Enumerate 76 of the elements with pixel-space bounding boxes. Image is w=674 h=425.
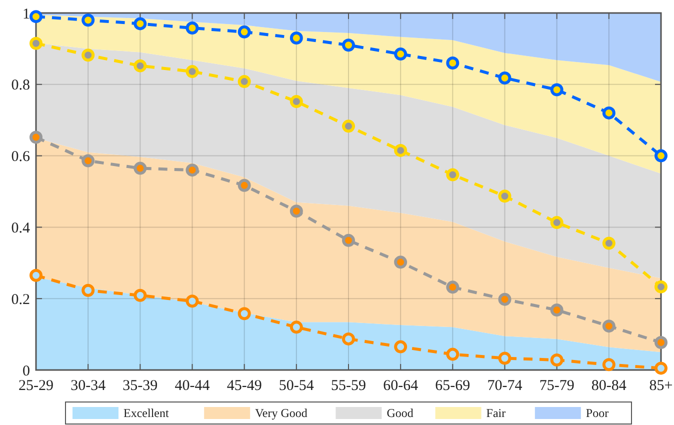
x-tick-label: 85+	[649, 378, 673, 394]
point	[394, 256, 408, 269]
point	[446, 348, 460, 361]
point	[602, 106, 616, 120]
point	[654, 362, 668, 375]
point	[290, 204, 303, 218]
point	[30, 36, 42, 50]
point	[186, 65, 199, 78]
point	[30, 268, 42, 282]
point	[134, 17, 147, 30]
point	[238, 178, 251, 192]
point	[654, 149, 668, 162]
point	[134, 288, 147, 302]
point	[654, 336, 668, 350]
legend-label: Fair	[486, 406, 506, 420]
point	[82, 48, 95, 62]
point	[238, 25, 251, 38]
legend-label: Very Good	[255, 406, 308, 420]
point	[290, 320, 303, 334]
point	[446, 280, 460, 294]
point	[186, 164, 199, 177]
legend-label: Poor	[586, 406, 609, 420]
y-tick-label: 0	[22, 363, 30, 380]
point	[602, 320, 616, 333]
point	[654, 280, 668, 294]
point	[342, 332, 355, 346]
point	[394, 144, 408, 157]
x-tick-label: 75-79	[539, 378, 574, 394]
x-tick-label: 30-34	[70, 378, 106, 394]
point	[82, 154, 95, 168]
x-tick-label: 55-59	[331, 378, 366, 394]
point	[498, 352, 512, 365]
point	[446, 168, 460, 182]
point	[602, 236, 616, 250]
x-tick-label: 45-49	[226, 378, 262, 394]
y-tick-label: 0.4	[11, 220, 30, 236]
point	[342, 234, 355, 247]
point	[134, 59, 147, 72]
legend-label: Excellent	[124, 406, 170, 420]
point	[550, 354, 564, 367]
point	[82, 14, 95, 27]
x-tick-label: 25-29	[18, 378, 54, 394]
point	[30, 10, 42, 24]
x-tick-label: 60-64	[383, 378, 419, 394]
point	[394, 48, 408, 61]
point	[134, 162, 147, 175]
point	[342, 38, 355, 52]
point	[550, 216, 564, 230]
point	[82, 284, 95, 297]
point	[550, 304, 564, 317]
point	[446, 56, 460, 70]
legend-label: Good	[386, 406, 414, 420]
point	[498, 71, 512, 84]
point	[550, 83, 564, 96]
point	[290, 31, 303, 44]
x-tick-label: 70-74	[487, 378, 523, 394]
point	[290, 95, 303, 108]
point	[498, 190, 512, 203]
x-tick-label: 40-44	[174, 378, 210, 394]
y-tick-label: 0.2	[11, 292, 30, 308]
x-tick-label: 80-84	[591, 378, 627, 394]
x-tick-label: 35-39	[122, 378, 158, 394]
point	[186, 21, 199, 34]
point	[30, 130, 42, 144]
x-tick-label: 50-54	[278, 378, 314, 394]
point	[238, 75, 251, 88]
point	[498, 292, 512, 306]
y-tick-label: 1	[22, 6, 30, 22]
point	[238, 307, 251, 320]
point	[602, 358, 616, 372]
y-tick-label: 0.8	[11, 78, 30, 94]
point	[186, 294, 199, 308]
x-tick-label: 65-69	[435, 378, 470, 394]
y-tick-label: 0.6	[11, 149, 30, 166]
point	[342, 120, 355, 133]
point	[394, 340, 408, 354]
